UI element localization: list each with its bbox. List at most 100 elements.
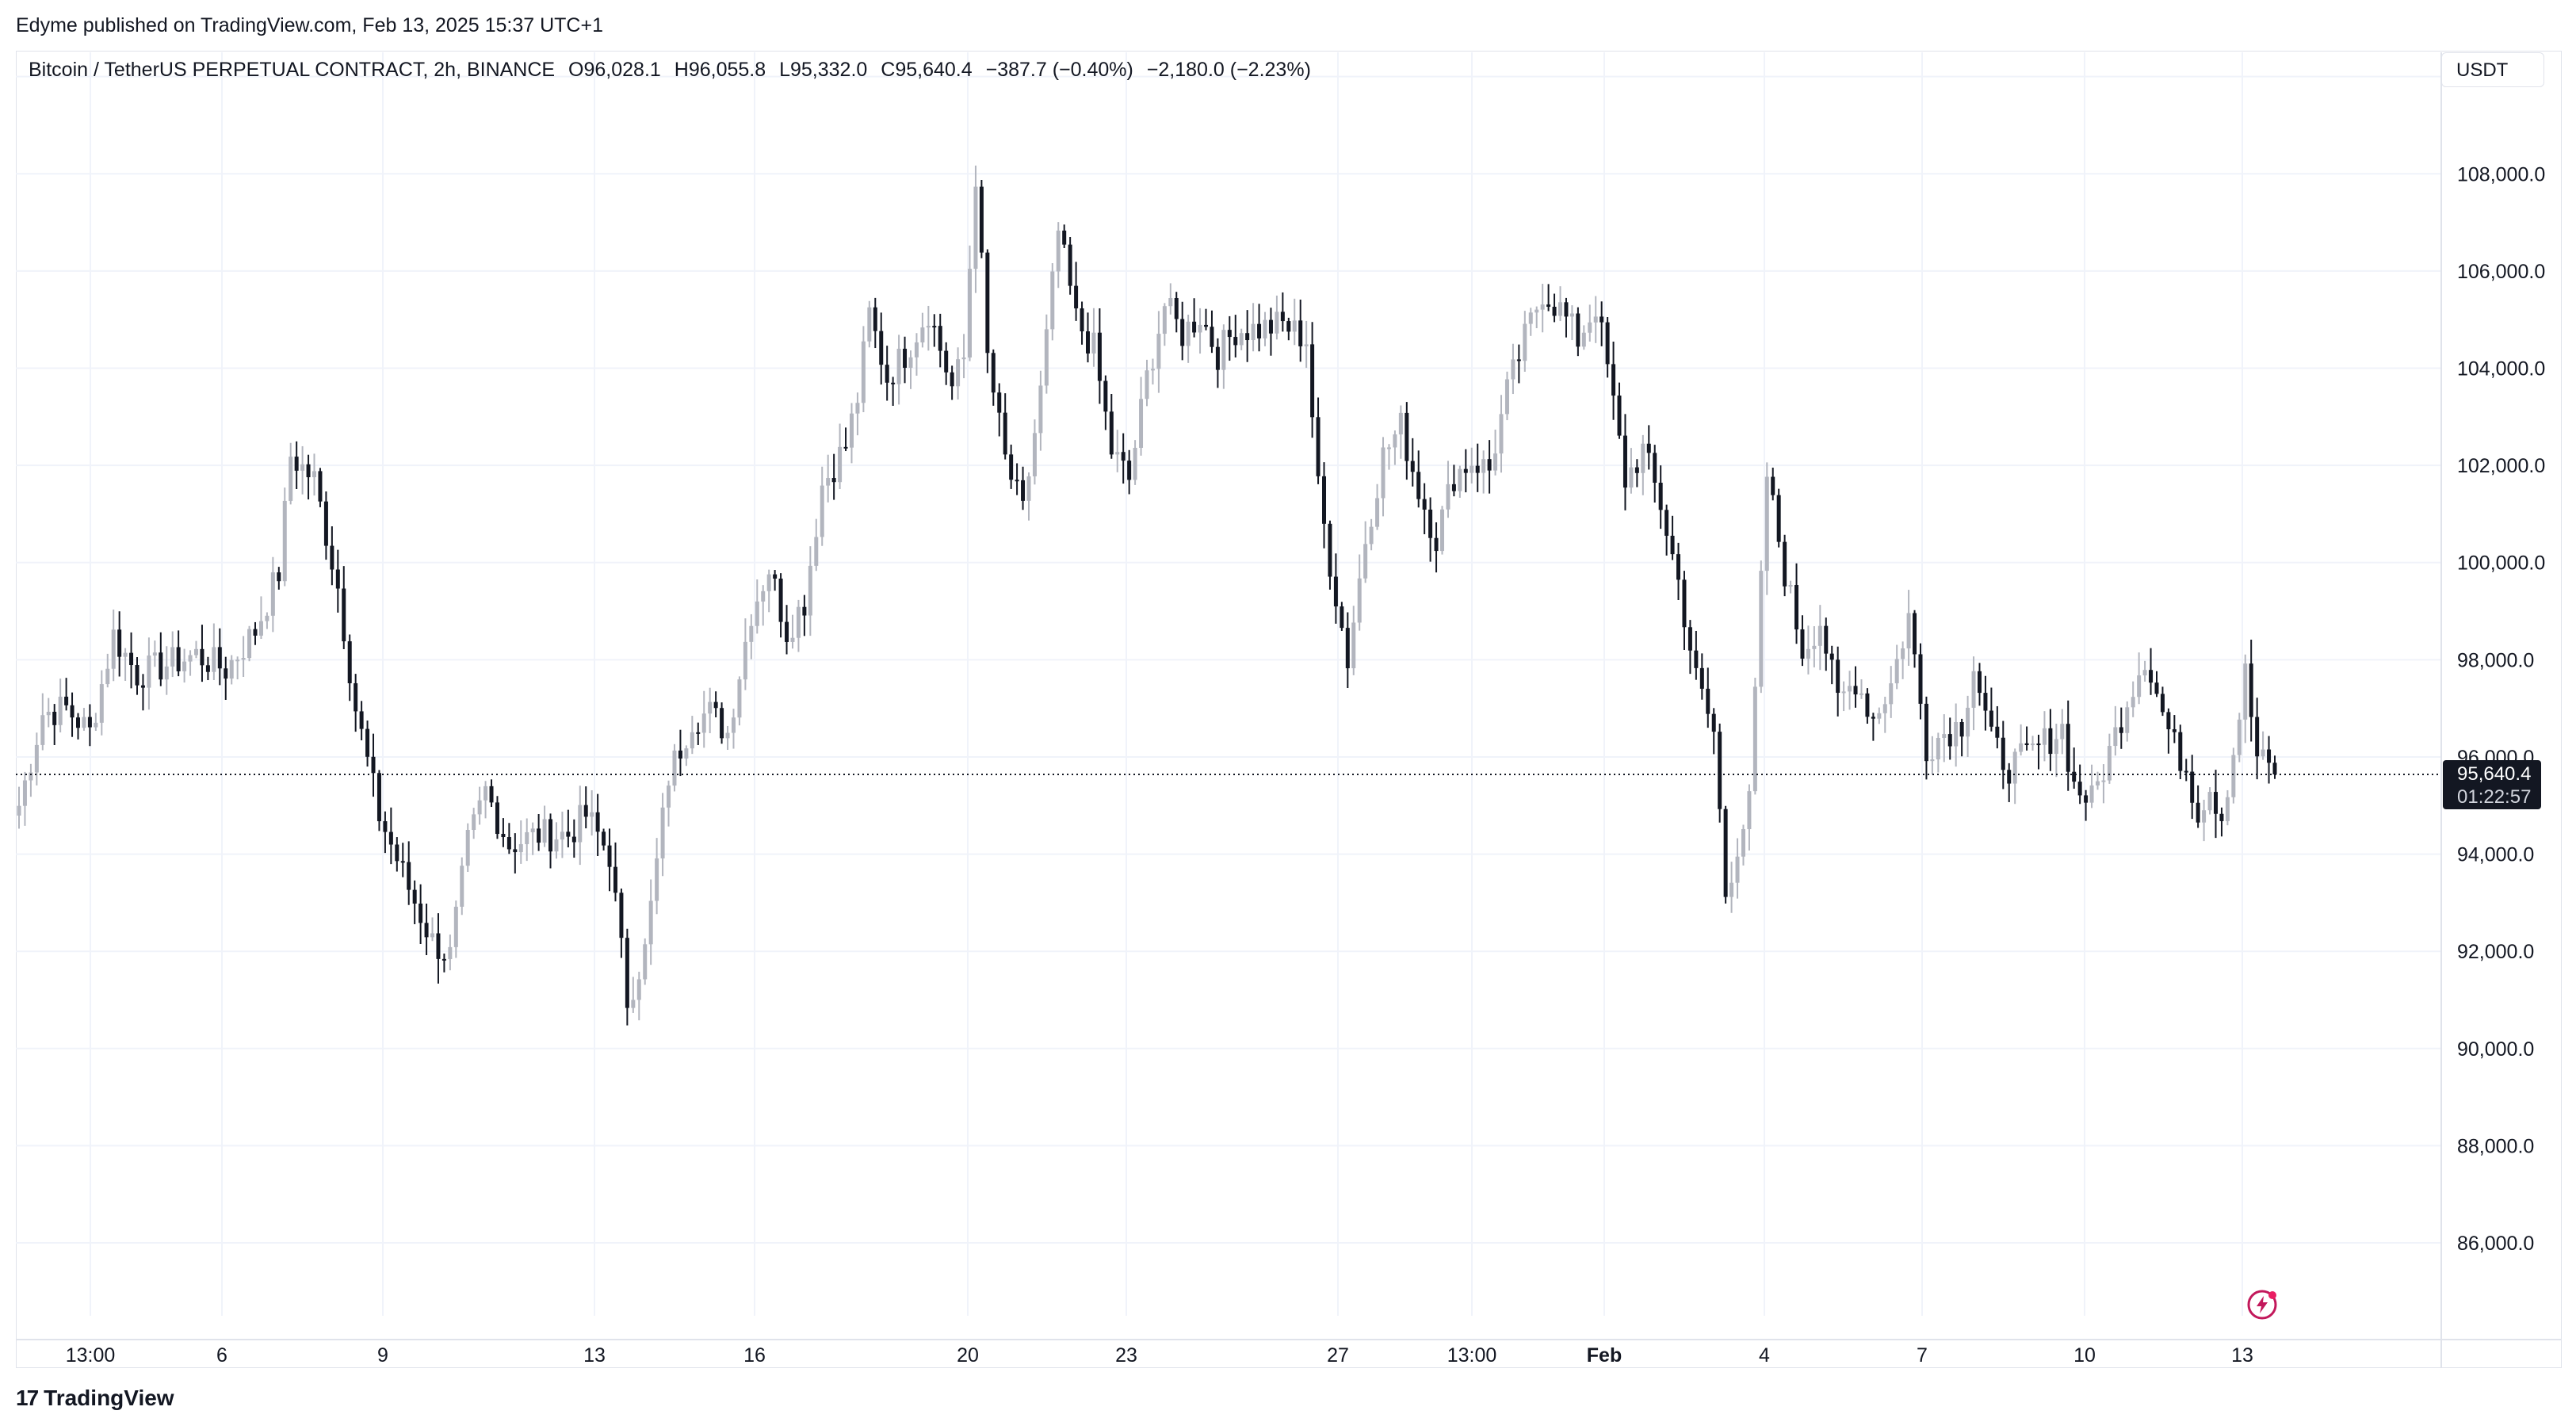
- x-tick-label: 9: [377, 1344, 388, 1367]
- candle-body: [1328, 523, 1332, 577]
- candle-body: [1540, 304, 1545, 310]
- candle-body: [159, 652, 163, 680]
- candle-body: [1351, 622, 1356, 669]
- candle-body: [294, 457, 299, 471]
- candle-body: [1511, 359, 1515, 380]
- candle-body: [896, 348, 901, 384]
- y-tick-label: 88,000.0: [2457, 1135, 2534, 1157]
- candle-body: [938, 326, 942, 351]
- candle-body: [667, 786, 671, 808]
- candle-series: [17, 165, 2277, 1026]
- candle-body: [342, 588, 346, 642]
- candle-body: [241, 658, 246, 660]
- candle-body: [1026, 476, 1031, 501]
- candle-body: [1711, 713, 1716, 732]
- tradingview-mark-icon: 17: [16, 1386, 39, 1410]
- publisher-caption: Edyme published on TradingView.com, Feb …: [16, 14, 603, 36]
- candle-body: [1446, 484, 1450, 510]
- y-tick-label: 94,000.0: [2457, 844, 2534, 866]
- candle-body: [224, 668, 228, 679]
- candle-body: [950, 372, 954, 387]
- candle-body: [1889, 683, 1894, 705]
- candle-body: [1381, 447, 1385, 499]
- candle-body: [123, 652, 128, 657]
- lightning-icon[interactable]: [2246, 1289, 2278, 1321]
- candle-body: [448, 946, 453, 960]
- candle-body: [1806, 648, 1810, 659]
- candle-body: [1812, 645, 1817, 649]
- candle-body: [1783, 541, 1787, 587]
- candle-body: [383, 821, 388, 832]
- candle-body: [1428, 509, 1433, 538]
- candle-body: [407, 862, 411, 890]
- candle-body: [1622, 435, 1627, 488]
- candle-body: [2101, 780, 2106, 782]
- x-tick-label: 10: [2073, 1344, 2096, 1367]
- candle-body: [2202, 810, 2207, 823]
- candle-body: [312, 471, 317, 478]
- candle-body: [1257, 323, 1262, 338]
- tradingview-logo[interactable]: 17 TradingView: [16, 1386, 174, 1411]
- candle-body: [1499, 414, 1504, 454]
- candle-body: [636, 979, 641, 1000]
- candle-body: [796, 606, 801, 638]
- candle-body: [1215, 346, 1220, 370]
- candle-body: [111, 629, 116, 669]
- candle-body: [696, 732, 701, 734]
- candle-body: [176, 647, 181, 671]
- candle-body: [282, 500, 287, 582]
- candle-body: [1044, 329, 1049, 386]
- candle-body: [778, 578, 783, 622]
- candle-body: [518, 843, 523, 853]
- x-tick-label: 13: [583, 1344, 606, 1367]
- candle-body: [1009, 454, 1014, 480]
- candle-body: [684, 748, 689, 759]
- legend-close: C95,640.4: [881, 59, 973, 81]
- candle-body: [808, 565, 812, 616]
- candle-body: [1593, 316, 1598, 323]
- candle-body: [1109, 411, 1114, 455]
- candle-body: [619, 893, 624, 938]
- candle-body: [814, 537, 819, 566]
- candle-body: [1516, 359, 1521, 361]
- y-tick-label: 104,000.0: [2457, 358, 2545, 380]
- candle-body: [1569, 313, 1574, 317]
- candle-body: [1103, 380, 1108, 412]
- candle-body: [376, 773, 381, 822]
- candle-body: [1038, 385, 1043, 434]
- candle-body: [1275, 312, 1279, 334]
- candle-body: [2172, 729, 2177, 732]
- candle-body: [1298, 320, 1303, 346]
- candle-body: [607, 845, 612, 867]
- candle-body: [1729, 882, 1734, 897]
- currency-button[interactable]: USDT: [2441, 52, 2544, 87]
- candle-body: [2084, 795, 2089, 803]
- candle-body: [430, 933, 435, 938]
- candle-body: [873, 307, 877, 331]
- candle-body: [1558, 302, 1563, 316]
- x-tick-label: Feb: [1587, 1344, 1622, 1367]
- candle-body: [1481, 459, 1486, 473]
- candle-body: [1162, 306, 1167, 334]
- candle-body: [501, 834, 506, 838]
- candle-body: [571, 836, 576, 843]
- candle-body: [258, 621, 263, 636]
- candle-body: [1434, 537, 1439, 552]
- candle-body: [495, 802, 499, 835]
- candle-body: [70, 705, 75, 718]
- candle-body: [1375, 498, 1380, 527]
- legend-change-day: −2,180.0 (−2.23%): [1146, 59, 1311, 81]
- candle-body: [1947, 734, 1952, 747]
- candle-body: [560, 831, 564, 840]
- candle-body: [1410, 461, 1415, 472]
- candle-body: [2048, 728, 2053, 755]
- candle-body: [2031, 743, 2035, 746]
- time-axis: 13:00 6 9 13 16 20 23 27 13:00 Feb 4 7 10 13: [16, 1339, 2562, 1367]
- candle-body: [330, 545, 334, 570]
- candle-body: [2207, 792, 2212, 811]
- candle-body: [99, 684, 104, 723]
- candle-body: [1422, 499, 1427, 510]
- candle-body: [1824, 625, 1829, 654]
- candle-body: [229, 659, 234, 679]
